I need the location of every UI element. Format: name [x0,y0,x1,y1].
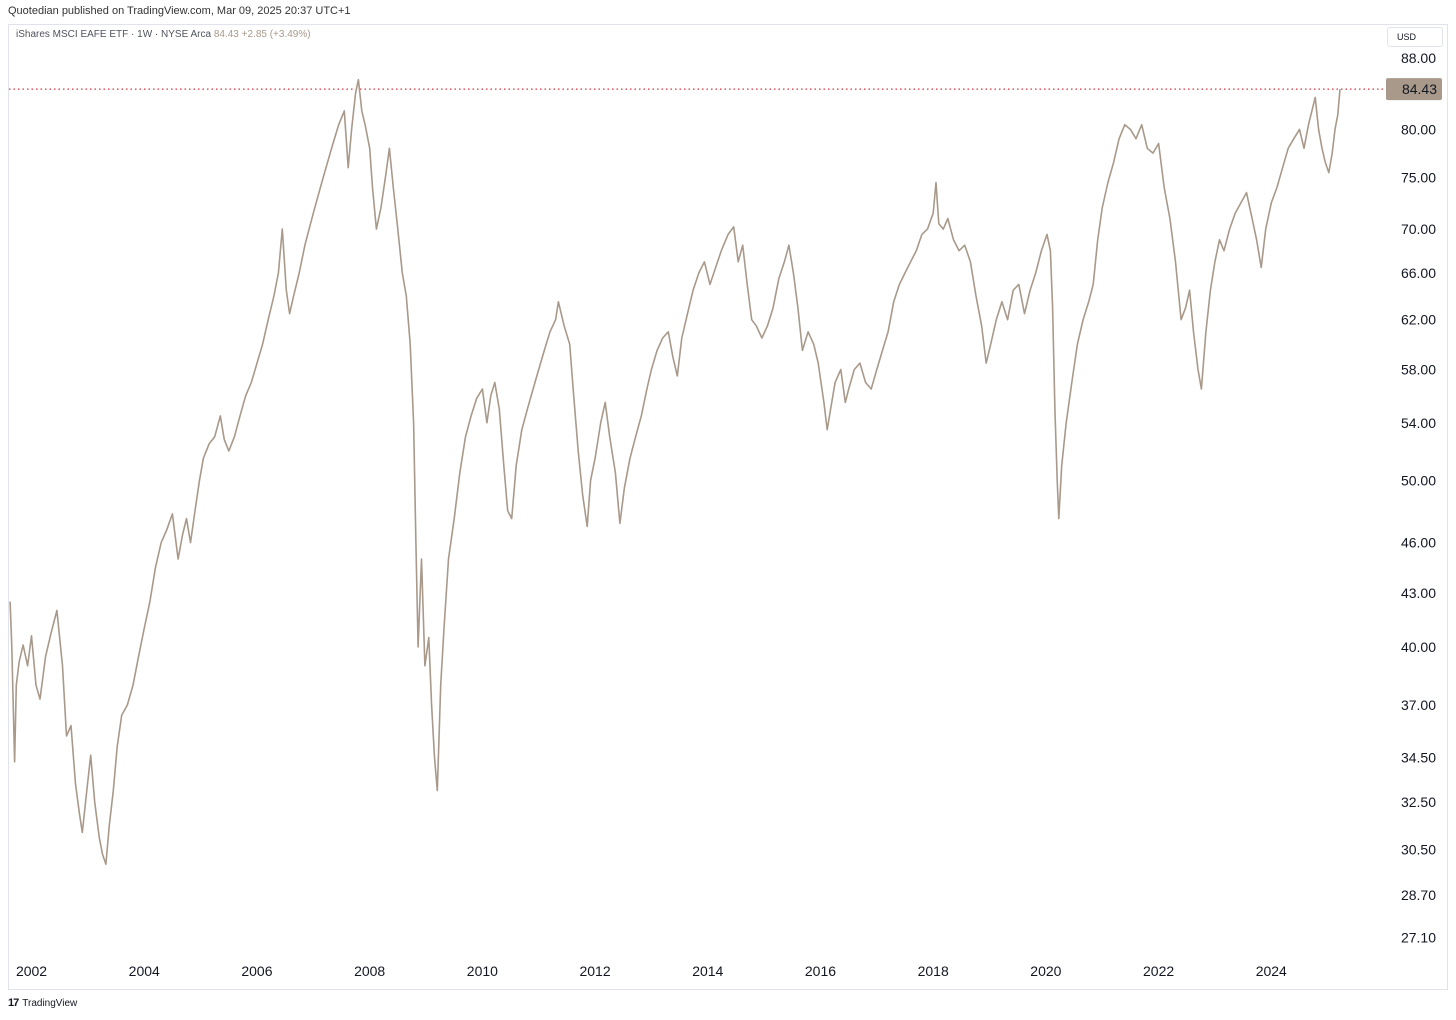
y-tick-label: 27.10 [1401,930,1436,946]
x-tick-label: 2008 [354,963,385,979]
y-tick-label: 34.50 [1401,749,1436,765]
x-axis: 2002 2004 2006 2008 2010 2012 2014 2016 2018 2020… [16,963,1287,979]
x-tick-label: 2006 [241,963,272,979]
y-tick-label: 40.00 [1401,639,1436,655]
y-tick-label: 70.00 [1401,221,1436,237]
x-tick-label: 2014 [692,963,723,979]
price-change: +2.85 (+3.49%) [241,29,311,40]
currency-selector[interactable]: USD [1387,27,1443,47]
y-axis: 88.00 80.00 75.00 70.00 66.00 62.00 58.00 54.00… [1401,50,1436,945]
y-tick-label: 50.00 [1401,472,1436,488]
x-tick-label: 2010 [467,963,498,979]
symbol-legend: iShares MSCI EAFE ETF · 1W · NYSE Arca 8… [16,29,311,40]
price-series-line [9,78,1341,865]
symbol-description: iShares MSCI EAFE ETF · 1W · NYSE Arca [16,29,212,40]
y-tick-label: 58.00 [1401,361,1436,377]
y-tick-label: 37.00 [1401,697,1436,713]
y-tick-label: 62.00 [1401,312,1436,328]
footer: 17 TradingView [8,997,77,1009]
last-price: 84.43 [213,29,239,40]
x-tick-label: 2024 [1256,963,1287,979]
tradingview-brand: TradingView [22,997,78,1009]
y-tick-label: 43.00 [1401,585,1436,601]
y-tick-label: 54.00 [1401,415,1436,431]
tradingview-logo-icon: 17 [8,997,19,1009]
y-tick-label: 28.70 [1401,887,1436,903]
x-tick-label: 2012 [579,963,610,979]
x-tick-label: 2018 [918,963,949,979]
y-tick-label: 30.50 [1401,841,1436,857]
y-tick-label: 80.00 [1401,121,1436,137]
current-price-label: 84.43 [1402,81,1437,97]
current-price-badge-bg [1386,78,1442,101]
current-price-badge: 84.43 [1386,78,1442,101]
x-tick-label: 2016 [805,963,836,979]
x-tick-label: 2020 [1030,963,1061,979]
y-tick-label: 46.00 [1401,535,1436,551]
chart-frame [8,24,1448,990]
x-tick-label: 2004 [129,963,160,979]
y-tick-label: 66.00 [1401,265,1436,281]
y-tick-label: 32.50 [1401,794,1436,810]
x-tick-label: 2022 [1143,963,1174,979]
published-caption: Quotedian published on TradingView.com, … [8,5,351,17]
y-tick-label: 88.00 [1401,50,1436,66]
x-tick-label: 2002 [16,963,47,979]
y-tick-label: 75.00 [1401,170,1436,186]
